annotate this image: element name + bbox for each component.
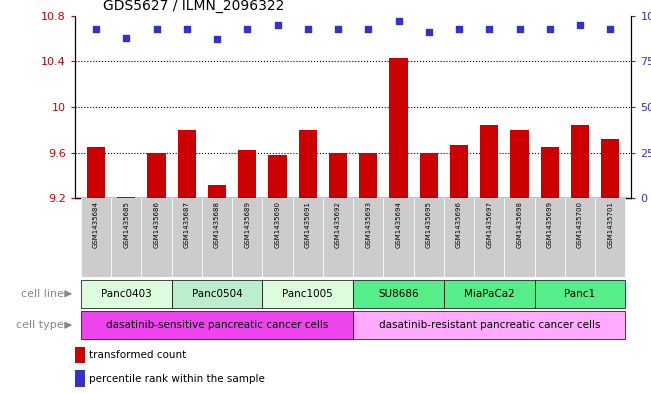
FancyBboxPatch shape	[353, 198, 383, 277]
FancyBboxPatch shape	[81, 311, 353, 339]
FancyBboxPatch shape	[111, 198, 141, 277]
Text: GSM1435700: GSM1435700	[577, 201, 583, 248]
Text: GSM1435699: GSM1435699	[547, 201, 553, 248]
Text: GSM1435690: GSM1435690	[275, 201, 281, 248]
Text: Panc0403: Panc0403	[101, 289, 152, 299]
Point	[545, 26, 555, 32]
Text: MiaPaCa2: MiaPaCa2	[464, 289, 515, 299]
Text: GSM1435691: GSM1435691	[305, 201, 311, 248]
Text: GDS5627 / ILMN_2096322: GDS5627 / ILMN_2096322	[103, 0, 284, 13]
FancyBboxPatch shape	[172, 198, 202, 277]
Bar	[178, 130, 196, 393]
FancyBboxPatch shape	[444, 280, 534, 308]
FancyBboxPatch shape	[595, 198, 626, 277]
Text: Panc0504: Panc0504	[191, 289, 242, 299]
Text: GSM1435689: GSM1435689	[244, 201, 250, 248]
FancyBboxPatch shape	[474, 198, 505, 277]
Text: GSM1435692: GSM1435692	[335, 201, 341, 248]
Point	[393, 18, 404, 24]
Bar	[329, 153, 347, 393]
FancyBboxPatch shape	[565, 198, 595, 277]
Text: Panc1: Panc1	[564, 289, 596, 299]
Text: cell line: cell line	[21, 289, 64, 299]
FancyBboxPatch shape	[172, 280, 262, 308]
FancyBboxPatch shape	[505, 198, 534, 277]
FancyBboxPatch shape	[534, 280, 626, 308]
Bar	[268, 155, 286, 393]
Text: GSM1435688: GSM1435688	[214, 201, 220, 248]
Bar	[450, 145, 468, 393]
Text: transformed count: transformed count	[89, 350, 186, 360]
FancyBboxPatch shape	[232, 198, 262, 277]
Bar	[238, 151, 256, 393]
Point	[212, 36, 222, 42]
Point	[333, 26, 343, 32]
Text: GSM1435693: GSM1435693	[365, 201, 371, 248]
FancyBboxPatch shape	[353, 311, 626, 339]
Text: GSM1435695: GSM1435695	[426, 201, 432, 248]
Point	[605, 26, 615, 32]
Text: GSM1435685: GSM1435685	[123, 201, 130, 248]
Point	[454, 26, 464, 32]
FancyBboxPatch shape	[444, 198, 474, 277]
FancyBboxPatch shape	[262, 280, 353, 308]
Point	[484, 26, 495, 32]
Bar	[75, 347, 85, 363]
FancyBboxPatch shape	[413, 198, 444, 277]
Text: cell type: cell type	[16, 320, 64, 330]
Bar	[541, 147, 559, 393]
FancyBboxPatch shape	[81, 198, 111, 277]
Point	[575, 22, 585, 28]
Point	[272, 22, 283, 28]
FancyBboxPatch shape	[383, 198, 413, 277]
Bar	[75, 370, 85, 387]
Text: GSM1435698: GSM1435698	[516, 201, 523, 248]
Point	[121, 35, 132, 41]
FancyBboxPatch shape	[353, 280, 444, 308]
Point	[91, 26, 102, 32]
FancyBboxPatch shape	[81, 280, 172, 308]
Text: GSM1435686: GSM1435686	[154, 201, 159, 248]
Text: SU8686: SU8686	[378, 289, 419, 299]
Bar	[510, 130, 529, 393]
Text: GSM1435696: GSM1435696	[456, 201, 462, 248]
Bar	[148, 153, 165, 393]
Bar	[208, 185, 226, 393]
Point	[242, 26, 253, 32]
Bar	[359, 153, 378, 393]
Bar	[420, 153, 438, 393]
Text: Panc1005: Panc1005	[283, 289, 333, 299]
Point	[151, 26, 161, 32]
Text: dasatinib-sensitive pancreatic cancer cells: dasatinib-sensitive pancreatic cancer ce…	[106, 320, 328, 330]
Point	[424, 29, 434, 35]
Bar	[87, 147, 105, 393]
Point	[514, 26, 525, 32]
Point	[182, 26, 192, 32]
Text: percentile rank within the sample: percentile rank within the sample	[89, 374, 265, 384]
Text: GSM1435687: GSM1435687	[184, 201, 190, 248]
FancyBboxPatch shape	[141, 198, 172, 277]
Bar	[117, 197, 135, 393]
FancyBboxPatch shape	[534, 198, 565, 277]
Bar	[389, 58, 408, 393]
Text: GSM1435684: GSM1435684	[93, 201, 99, 248]
Bar	[299, 130, 317, 393]
FancyBboxPatch shape	[293, 198, 323, 277]
FancyBboxPatch shape	[262, 198, 293, 277]
Text: GSM1435694: GSM1435694	[396, 201, 402, 248]
Text: dasatinib-resistant pancreatic cancer cells: dasatinib-resistant pancreatic cancer ce…	[378, 320, 600, 330]
Text: GSM1435701: GSM1435701	[607, 201, 613, 248]
Bar	[480, 125, 499, 393]
Bar	[602, 139, 619, 393]
FancyBboxPatch shape	[323, 198, 353, 277]
Bar	[571, 125, 589, 393]
Point	[363, 26, 374, 32]
FancyBboxPatch shape	[202, 198, 232, 277]
Text: GSM1435697: GSM1435697	[486, 201, 492, 248]
Point	[303, 26, 313, 32]
